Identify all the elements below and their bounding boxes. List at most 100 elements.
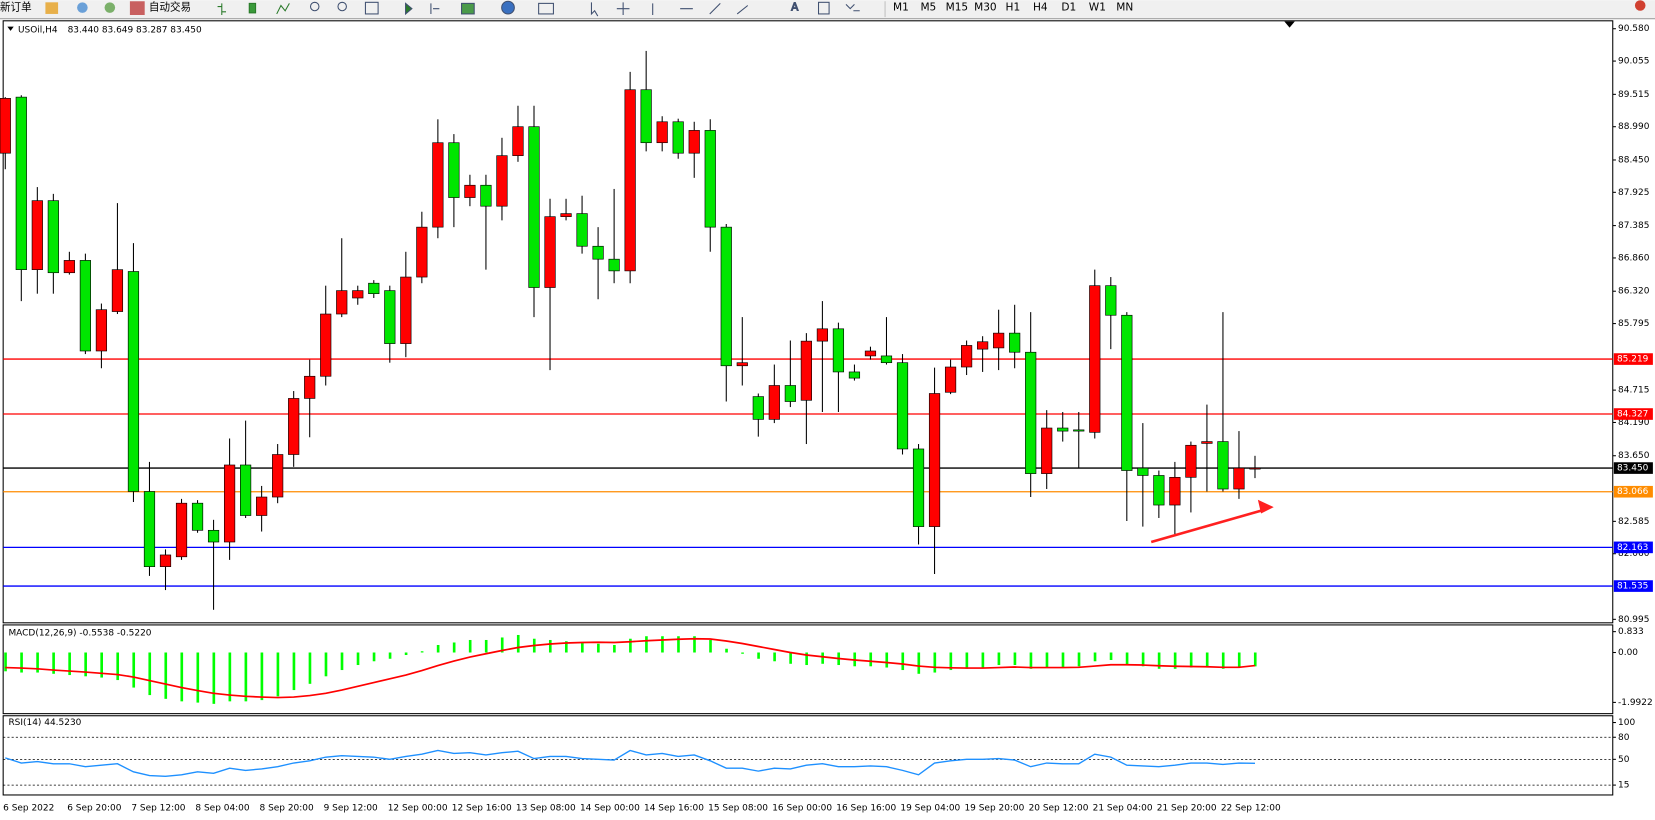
candle-icon[interactable] bbox=[248, 2, 257, 14]
macd-bar bbox=[1157, 652, 1161, 669]
icon[interactable] bbox=[104, 2, 116, 13]
candle-body bbox=[111, 269, 124, 312]
candle-body bbox=[704, 130, 716, 228]
level-tag bbox=[1613, 541, 1653, 554]
icon[interactable] bbox=[45, 2, 59, 14]
timeframe-button[interactable]: M15 bbox=[946, 2, 969, 14]
auto-trading-button[interactable]: 自动交易 bbox=[149, 1, 191, 14]
macd-bar bbox=[468, 639, 472, 653]
timeframe-button[interactable]: M5 bbox=[920, 2, 936, 14]
x-tick-label: 14 Sep 00:00 bbox=[580, 804, 640, 814]
timeframe-button[interactable]: H1 bbox=[1006, 2, 1021, 14]
candle-body bbox=[1121, 314, 1133, 471]
candle-body bbox=[720, 226, 732, 367]
candle-body bbox=[848, 371, 861, 379]
icon[interactable] bbox=[77, 2, 88, 13]
cursor[interactable] bbox=[590, 2, 599, 17]
chart-tools[interactable] bbox=[217, 2, 290, 15]
candle-body bbox=[352, 290, 364, 299]
indicators[interactable] bbox=[461, 2, 475, 15]
candle-body bbox=[784, 385, 796, 402]
candle-body bbox=[256, 496, 268, 516]
bar-icon[interactable] bbox=[217, 3, 227, 15]
macd-bar bbox=[1077, 652, 1081, 667]
candle-body bbox=[752, 396, 764, 420]
macd-bar bbox=[613, 644, 616, 653]
macd-bar bbox=[661, 636, 664, 653]
macd-title: MACD(12,26,9) -0.5538 -0.5220 bbox=[8, 628, 151, 638]
y-tick-label: 100 bbox=[1618, 718, 1635, 728]
candle-body bbox=[368, 282, 380, 295]
ohlc-header: 83.440 83.649 83.287 83.450 bbox=[68, 25, 202, 35]
draw-tools[interactable] bbox=[652, 3, 749, 15]
macd-bar bbox=[148, 652, 152, 696]
macd-bar bbox=[581, 642, 584, 653]
arrow-shaft bbox=[1150, 509, 1263, 544]
zoom-tools[interactable]: A bbox=[309, 0, 860, 17]
zoom-in[interactable] bbox=[309, 1, 320, 12]
candle-body bbox=[560, 213, 572, 217]
zoom-out[interactable] bbox=[337, 1, 347, 12]
y-tick-label: 80.995 bbox=[1618, 615, 1649, 625]
candle-body bbox=[143, 491, 156, 567]
x-tick-label: 8 Sep 20:00 bbox=[260, 804, 314, 814]
timeframe-button[interactable]: M1 bbox=[893, 2, 909, 14]
timeframe-button[interactable]: M30 bbox=[974, 2, 997, 14]
candle-body bbox=[1185, 444, 1197, 478]
y-tick-label: 85.795 bbox=[1618, 319, 1649, 329]
timeframe-button[interactable]: MN bbox=[1116, 2, 1133, 14]
candle-body bbox=[384, 290, 396, 344]
candle-body bbox=[240, 464, 252, 516]
macd-bar bbox=[1253, 652, 1257, 667]
y-tick-label: -1.9922 bbox=[1618, 698, 1653, 708]
pane-menu[interactable] bbox=[7, 26, 14, 31]
macd-bar bbox=[1029, 652, 1033, 669]
level-tag bbox=[1613, 485, 1653, 498]
candle-body bbox=[31, 200, 43, 270]
x-tick-label: 21 Sep 20:00 bbox=[1157, 804, 1217, 814]
periods[interactable] bbox=[501, 0, 515, 15]
autoscroll[interactable] bbox=[405, 2, 413, 16]
timeframe-button[interactable]: W1 bbox=[1089, 2, 1106, 14]
y-tick-label: 87.385 bbox=[1618, 221, 1649, 231]
tile[interactable] bbox=[364, 1, 379, 15]
y-tick-label: 87.925 bbox=[1618, 188, 1649, 198]
macd-bar bbox=[84, 652, 87, 677]
timeframe-button[interactable]: D1 bbox=[1061, 2, 1076, 14]
auto-trading-icon[interactable] bbox=[129, 1, 145, 15]
candle-body bbox=[1057, 427, 1069, 432]
text-tool[interactable]: A bbox=[791, 1, 800, 14]
macd-bar bbox=[388, 652, 392, 659]
candle-body bbox=[15, 96, 27, 270]
timeframes[interactable]: M1 M5 M15 M30 H1 H4 D1 W1 MN bbox=[893, 2, 1133, 14]
y-tick-label: 86.860 bbox=[1618, 253, 1650, 263]
line-icon[interactable] bbox=[276, 3, 290, 15]
candle-body bbox=[944, 366, 957, 393]
macd-bar bbox=[228, 652, 232, 702]
candle-body bbox=[864, 350, 877, 357]
shift[interactable] bbox=[430, 3, 440, 14]
notification[interactable] bbox=[1634, 0, 1646, 11]
candle-body bbox=[672, 121, 684, 154]
y-tick-label: 89.515 bbox=[1618, 90, 1649, 100]
macd-bar bbox=[709, 639, 712, 653]
x-tick-label: 22 Sep 12:00 bbox=[1221, 804, 1281, 814]
macd-bar bbox=[965, 652, 969, 669]
y-tick-label: 83.650 bbox=[1618, 451, 1650, 461]
macd-bar bbox=[645, 636, 648, 653]
macd-bar bbox=[260, 652, 264, 701]
level-label: 85.219 bbox=[1617, 355, 1649, 365]
timeframe-button[interactable]: H4 bbox=[1033, 2, 1048, 14]
candle-body bbox=[336, 290, 348, 315]
x-tick-label: 14 Sep 16:00 bbox=[644, 804, 704, 814]
new-order-button[interactable]: 新订单 bbox=[0, 1, 32, 14]
crosshair[interactable] bbox=[616, 2, 630, 15]
label-tool[interactable] bbox=[817, 1, 830, 15]
macd-bar bbox=[693, 636, 696, 653]
templates[interactable] bbox=[538, 2, 554, 15]
macd-bar bbox=[4, 652, 7, 672]
candle-body bbox=[592, 245, 604, 260]
arrows-tool[interactable] bbox=[845, 4, 860, 12]
candle-body bbox=[1089, 285, 1101, 433]
